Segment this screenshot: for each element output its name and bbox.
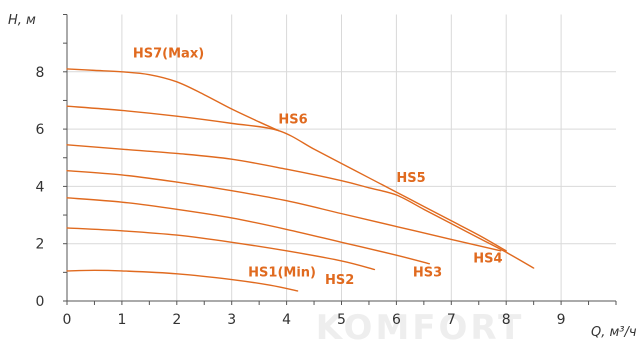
y-tick-label: 8 xyxy=(36,65,45,81)
y-axis-title: H, м xyxy=(8,13,36,28)
x-tick-label: 9 xyxy=(557,312,566,328)
curve-label-hs1-min: HS1(Min) xyxy=(248,266,316,281)
y-tick-label: 4 xyxy=(36,179,45,195)
grid-lines xyxy=(67,14,616,301)
x-tick-label: 5 xyxy=(337,312,346,328)
curve-label-hs5: HS5 xyxy=(396,171,425,186)
x-tick-label: 8 xyxy=(502,312,511,328)
y-tick-label: 0 xyxy=(36,294,45,310)
x-tick-label: 3 xyxy=(227,312,236,328)
x-tick-label: 7 xyxy=(447,312,456,328)
series-line-hs2 xyxy=(66,227,376,271)
curve-label-hs2: HS2 xyxy=(325,273,354,288)
x-tick-label: 4 xyxy=(282,312,291,328)
tick-labels: 0 1 2 3 4 5 6 7 8 9 0 2 4 6 8 xyxy=(36,65,566,328)
series-line-hs6 xyxy=(66,105,507,252)
x-axis-title: Q, м³/ч xyxy=(591,325,637,340)
series-line-hs5 xyxy=(66,144,535,269)
curve-label-hs6: HS6 xyxy=(278,112,307,127)
series-line-hs3 xyxy=(66,197,431,265)
curve-label-hs3: HS3 xyxy=(413,266,442,281)
series-group xyxy=(66,68,535,292)
watermark: KOMFORT xyxy=(316,308,525,341)
curve-label-hs7-max: HS7(Max) xyxy=(133,46,204,61)
series-line-hs7-max xyxy=(66,68,280,132)
x-tick-label: 1 xyxy=(117,312,126,328)
y-tick-label: 2 xyxy=(36,237,45,253)
series-line-hs4 xyxy=(66,169,502,252)
x-tick-label: 0 xyxy=(63,312,72,328)
curve-label-hs4: HS4 xyxy=(473,251,502,266)
curve-labels: HS7(Max) HS6 HS5 HS4 HS3 HS2 HS1(Min) xyxy=(133,46,503,287)
y-tick-label: 6 xyxy=(36,122,45,138)
x-tick-label: 2 xyxy=(172,312,181,328)
axes xyxy=(63,14,617,305)
series-line-hs1-min xyxy=(66,269,299,292)
x-tick-label: 6 xyxy=(392,312,401,328)
